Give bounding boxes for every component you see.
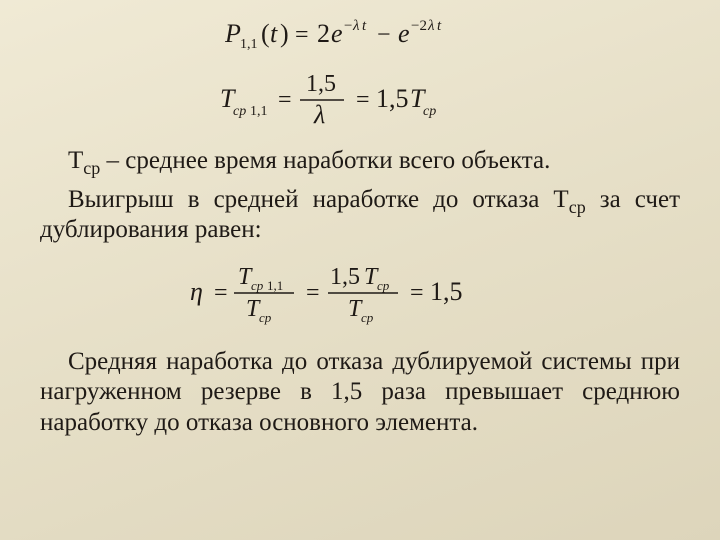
p1-prefix: Т bbox=[68, 147, 83, 174]
formula-p11-svg: P 1,1 ( t ) = 2 e − λ t − e −2 λ t bbox=[225, 14, 495, 54]
svg-text:λ: λ bbox=[427, 18, 435, 34]
svg-text:λ: λ bbox=[313, 100, 325, 129]
svg-text:−: − bbox=[344, 18, 352, 34]
svg-text:ср: ср bbox=[233, 104, 246, 119]
svg-text:(: ( bbox=[261, 19, 270, 48]
svg-text:η: η bbox=[190, 277, 203, 306]
slide-root: P 1,1 ( t ) = 2 e − λ t − e −2 λ t T bbox=[0, 0, 720, 540]
svg-text:e: e bbox=[398, 19, 410, 48]
svg-text:−: − bbox=[377, 22, 391, 48]
paragraph-conclusion: Средняя наработка до отказа дублируемой … bbox=[40, 347, 680, 439]
svg-text:=: = bbox=[356, 87, 370, 113]
svg-text:ср: ср bbox=[361, 310, 374, 325]
svg-text:=: = bbox=[214, 280, 228, 306]
svg-text:ср: ср bbox=[259, 310, 272, 325]
formula-p11: P 1,1 ( t ) = 2 e − λ t − e −2 λ t bbox=[40, 14, 680, 59]
formula-tcp11-svg: T ср 1,1 = 1,5 λ = 1,5 T ср bbox=[220, 67, 500, 133]
p3-text: Средняя наработка до отказа дублируемой … bbox=[40, 348, 680, 436]
svg-text:1,1: 1,1 bbox=[250, 104, 268, 119]
svg-text:ср: ср bbox=[251, 278, 264, 293]
svg-text:P: P bbox=[225, 19, 241, 48]
svg-text:): ) bbox=[280, 19, 289, 48]
formula-eta: η = T ср 1,1 T ср = 1,5 T ср T ср = 1,5 bbox=[40, 258, 680, 333]
svg-text:1,1: 1,1 bbox=[267, 278, 283, 293]
svg-text:−2: −2 bbox=[411, 18, 427, 34]
svg-text:1,5: 1,5 bbox=[330, 264, 360, 290]
paragraph-gain: Выигрыш в средней наработке до отказа Тс… bbox=[40, 185, 680, 246]
formula-eta-svg: η = T ср 1,1 T ср = 1,5 T ср T ср = 1,5 bbox=[190, 258, 530, 328]
p1-rest: – среднее время наработки всего объекта. bbox=[100, 147, 550, 174]
svg-text:ср: ср bbox=[377, 278, 390, 293]
paragraph-tcp-definition: Тср – среднее время наработки всего объе… bbox=[40, 146, 680, 177]
svg-text:t: t bbox=[362, 18, 367, 34]
p1-sub: ср bbox=[83, 158, 100, 178]
svg-text:1,5: 1,5 bbox=[306, 71, 336, 97]
p2-part1: Выигрыш в средней наработке до отказа Т bbox=[68, 186, 569, 213]
svg-text:e: e bbox=[331, 19, 343, 48]
svg-text:1,1: 1,1 bbox=[240, 37, 258, 52]
svg-text:=: = bbox=[295, 22, 309, 48]
svg-text:=: = bbox=[410, 280, 424, 306]
svg-text:λ: λ bbox=[352, 18, 360, 34]
svg-text:1,5: 1,5 bbox=[430, 277, 463, 306]
svg-text:=: = bbox=[306, 280, 320, 306]
svg-text:t: t bbox=[270, 19, 278, 48]
svg-text:2: 2 bbox=[317, 19, 330, 48]
svg-text:=: = bbox=[278, 87, 292, 113]
svg-text:t: t bbox=[437, 18, 442, 34]
svg-text:ср: ср bbox=[423, 104, 436, 119]
p2-sub: ср bbox=[569, 197, 586, 217]
formula-tcp11: T ср 1,1 = 1,5 λ = 1,5 T ср bbox=[40, 67, 680, 138]
svg-text:1,5: 1,5 bbox=[376, 84, 409, 113]
